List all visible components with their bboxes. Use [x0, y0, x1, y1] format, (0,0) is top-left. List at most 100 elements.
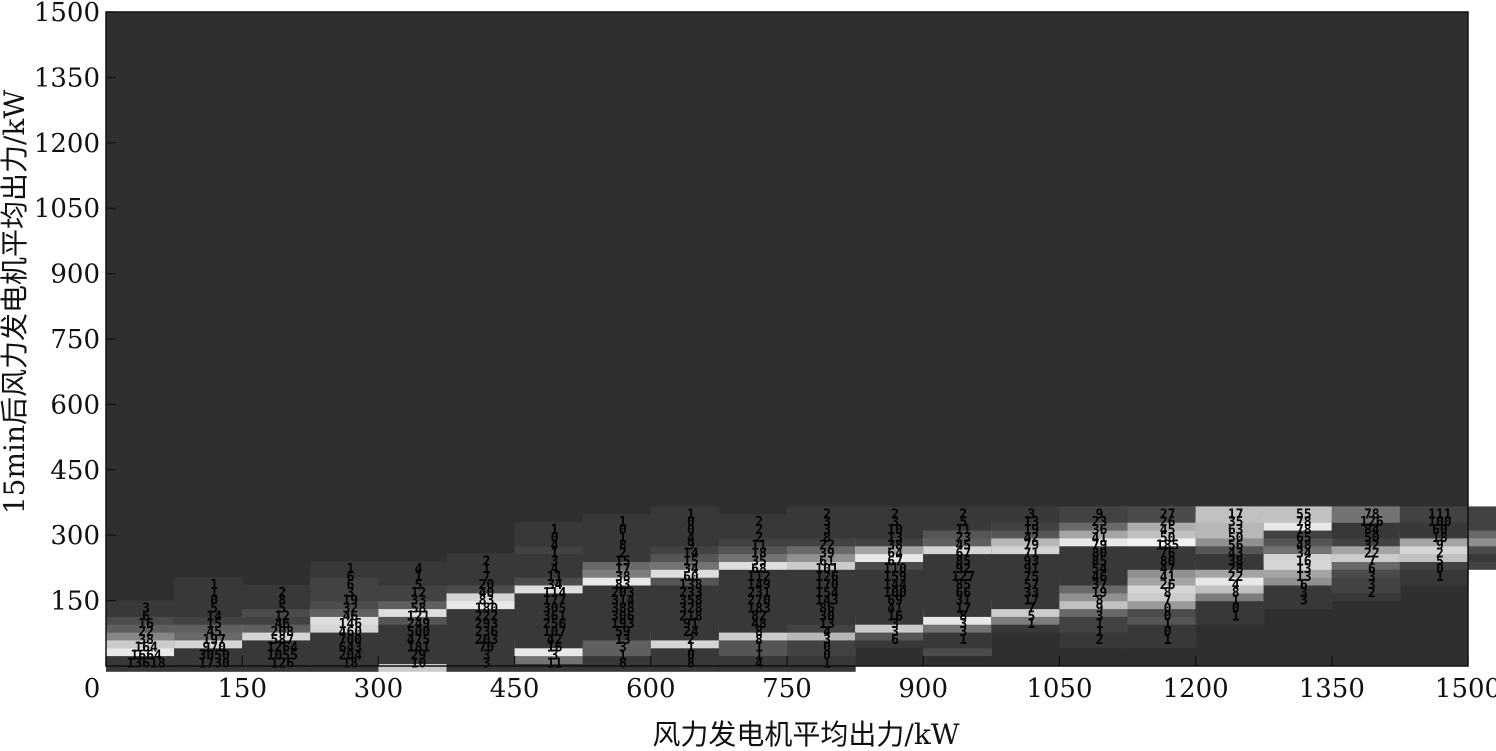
cell-count-label: 0 [210, 594, 218, 609]
heatmap-cell [1059, 506, 1129, 523]
cell-count-label: 0 [687, 649, 695, 664]
cell-count-label: 27 [1160, 507, 1176, 522]
cell-count-label: 14 [206, 609, 222, 624]
cell-count-label: 101 [815, 562, 839, 577]
x-tick-label: 150 [217, 674, 267, 704]
cell-count-label: 388 [611, 601, 635, 616]
heatmap-cell [310, 561, 379, 578]
cell-count-label: 16 [138, 617, 154, 632]
cell-count-label: 3 [823, 515, 831, 530]
cell-count-label: 306 [611, 609, 635, 624]
cell-count-label: 185 [1156, 539, 1179, 554]
cell-count-label: 177 [543, 594, 566, 609]
cell-count-label: 15 [206, 617, 222, 632]
cell-count-label: 78 [1296, 523, 1312, 538]
heatmap-cell [514, 522, 584, 539]
cell-count-label: 3 [142, 601, 150, 616]
cell-count-label: 78 [1364, 507, 1380, 522]
cell-count-label: 9 [1096, 601, 1104, 616]
cell-count-label: 5 [415, 578, 423, 593]
heatmap-cell [446, 553, 516, 570]
y-tick-label: 150 [50, 587, 100, 617]
x-tick-label: 300 [354, 674, 404, 704]
cell-count-label: 41 [1092, 531, 1108, 546]
cell-count-label: 18 [343, 656, 359, 671]
cell-count-label: 82 [751, 609, 767, 624]
cell-count-label: 16 [547, 641, 563, 656]
cell-count-label: 12 [411, 586, 427, 601]
heatmap-cell [1331, 506, 1401, 523]
cell-count-label: 67 [887, 554, 903, 569]
cell-count-label: 197 [202, 633, 225, 648]
cell-count-label: 8 [1164, 586, 1172, 601]
y-tick-label: 1500 [34, 0, 100, 28]
cell-count-label: 63 [1228, 523, 1244, 538]
cell-count-label: 83 [615, 578, 631, 593]
cell-count-label: 13 [1024, 515, 1040, 530]
cell-count-label: 1 [1164, 633, 1172, 648]
x-tick-label: 1350 [1299, 674, 1365, 704]
cell-count-label: 164 [134, 641, 158, 656]
cell-count-label: 46 [1092, 570, 1108, 585]
cell-count-label: 37 [1092, 578, 1108, 593]
cell-count-label: 17 [1024, 594, 1040, 609]
cell-count-label: 91 [683, 617, 699, 632]
cell-count-label: 358 [679, 594, 703, 609]
cell-count-label: 13 [615, 633, 631, 648]
cell-count-label: 1664 [130, 649, 161, 664]
cell-count-label: 4 [551, 539, 559, 554]
cell-count-label: 1 [551, 547, 559, 562]
cell-count-label: 8 [619, 539, 627, 554]
cell-count-label: 114 [543, 586, 567, 601]
cell-count-label: 204 [339, 649, 363, 664]
cell-count-label: 41 [887, 601, 903, 616]
cell-count-label: 305 [543, 601, 566, 616]
cell-count-label: 8 [619, 656, 627, 671]
cell-count-label: 236 [475, 625, 499, 640]
y-tick-label: 600 [50, 390, 100, 420]
cell-count-label: 24 [683, 625, 699, 640]
cell-count-label: 85 [1092, 554, 1108, 569]
cell-labels-layer: 1361816641643822166317303050970197451514… [127, 507, 1452, 671]
cell-count-label: 8 [687, 656, 695, 671]
cell-count-label: 1730 [199, 656, 230, 671]
cell-count-label: 48 [1296, 539, 1312, 554]
cell-count-label: 270 [747, 594, 771, 609]
cell-count-label: 7 [1368, 554, 1376, 569]
cell-count-label: 2 [1096, 633, 1104, 648]
cell-count-label: 45 [1160, 523, 1176, 538]
y-tick-label: 1200 [34, 129, 100, 159]
cell-count-label: 2 [278, 586, 286, 601]
x-tick-label: 600 [626, 674, 676, 704]
cell-count-label: 587 [271, 633, 294, 648]
cell-count-label: 26 [1160, 578, 1176, 593]
cell-count-label: 11 [547, 656, 563, 671]
x-tick-label: 1200 [1163, 674, 1229, 704]
cell-count-label: 60 [1432, 523, 1448, 538]
cell-count-label: 0 [1164, 609, 1172, 624]
cell-count-label: 218 [679, 609, 703, 624]
cell-count-label: 23 [955, 531, 971, 546]
cell-count-label: 17 [615, 562, 631, 577]
cell-count-label: 8 [1232, 586, 1240, 601]
y-tick-label: 1050 [34, 194, 100, 224]
cell-count-label: 92 [955, 562, 971, 577]
cell-count-label: 1 [1232, 594, 1240, 609]
cell-count-label: 3 [346, 586, 354, 601]
cell-count-label: 1 [1027, 617, 1035, 632]
cell-count-label: 32 [1364, 539, 1380, 554]
cell-count-label: 38 [887, 539, 903, 554]
cell-count-label: 34 [547, 578, 563, 593]
cell-count-label: 2 [755, 531, 763, 546]
x-axis-title: 风力发电机平均出力/kW [652, 718, 959, 751]
cell-count-label: 111 [1428, 507, 1452, 522]
cell-count-label: 138 [679, 578, 703, 593]
cell-count-label: 3 [483, 656, 491, 671]
cell-count-label: 3050 [199, 649, 230, 664]
cell-count-label: 1 [619, 515, 627, 530]
cell-count-label: 8 [823, 531, 831, 546]
cell-count-label: 1 [1232, 609, 1240, 624]
heatmap-cell [923, 506, 992, 523]
cell-count-label: 46 [343, 609, 359, 624]
